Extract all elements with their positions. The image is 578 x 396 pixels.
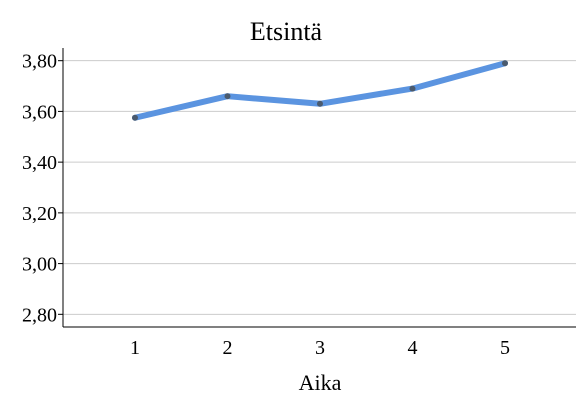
x-tick-label: 5 (500, 337, 510, 359)
y-tick-label: 3,40 (22, 152, 57, 174)
x-tick-labels: 1 2 3 4 5 (130, 337, 510, 359)
y-tick-label: 3,00 (22, 254, 57, 276)
series-line (132, 60, 508, 121)
data-point (409, 85, 416, 92)
x-axis-label: Aika (299, 370, 342, 395)
data-point (502, 60, 508, 67)
y-tick-label: 3,60 (22, 101, 57, 123)
series (132, 60, 508, 121)
gridlines (58, 60, 576, 315)
x-tick-label: 3 (315, 337, 325, 359)
x-tick-label: 4 (408, 337, 418, 359)
y-tick-label: 3,80 (22, 51, 57, 73)
x-tick-label: 2 (223, 337, 233, 359)
data-point (132, 114, 138, 121)
data-point (224, 93, 231, 100)
axes (62, 48, 576, 328)
y-tick-labels: 3,80 3,60 3,40 3,20 3,00 2,80 (22, 51, 57, 327)
y-tick-label: 3,20 (22, 203, 57, 225)
x-tick-label: 1 (130, 337, 140, 359)
y-tick-label: 2,80 (22, 304, 57, 326)
chart-title: Etsintä (250, 17, 323, 46)
data-point (317, 100, 323, 107)
